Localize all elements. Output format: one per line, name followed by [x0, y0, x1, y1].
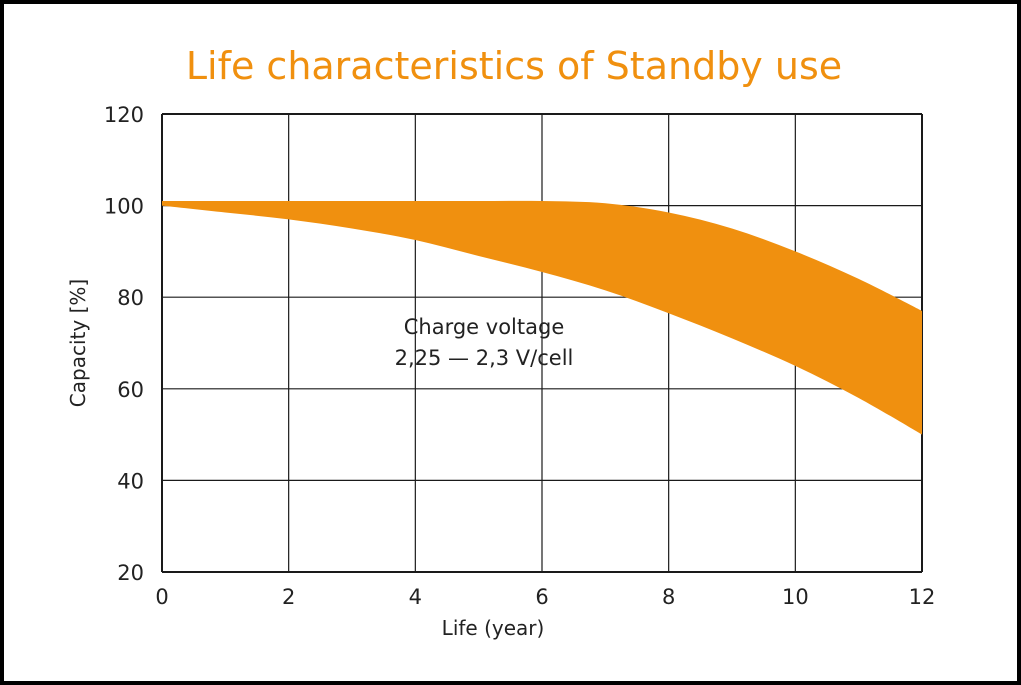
- annotation-line-2: 2,25 — 2,3 V/cell: [395, 346, 574, 370]
- annotation-line-1: Charge voltage: [404, 315, 565, 339]
- y-tick-label: 80: [117, 286, 144, 310]
- x-tick-label: 4: [409, 585, 422, 609]
- chart-svg: Life characteristics of Standby use 0 2 4 6…: [66, 44, 935, 640]
- y-tick-label: 100: [104, 195, 144, 219]
- y-tick-label: 40: [117, 469, 144, 493]
- tick-labels: 0 2 4 6 8 10 12 20 40 60 80 100 120: [104, 103, 935, 609]
- x-tick-label: 8: [662, 585, 675, 609]
- x-tick-label: 0: [155, 585, 168, 609]
- x-tick-label: 6: [535, 585, 548, 609]
- x-tick-label: 10: [782, 585, 809, 609]
- x-axis-label: Life (year): [442, 616, 545, 640]
- x-tick-label: 2: [282, 585, 295, 609]
- y-axis-label: Capacity [%]: [66, 279, 90, 407]
- y-tick-label: 60: [117, 378, 144, 402]
- chart-title: Life characteristics of Standby use: [186, 44, 842, 88]
- y-tick-label: 20: [117, 561, 144, 585]
- y-tick-label: 120: [104, 103, 144, 127]
- x-tick-label: 12: [909, 585, 936, 609]
- capacity-band: [162, 200, 922, 435]
